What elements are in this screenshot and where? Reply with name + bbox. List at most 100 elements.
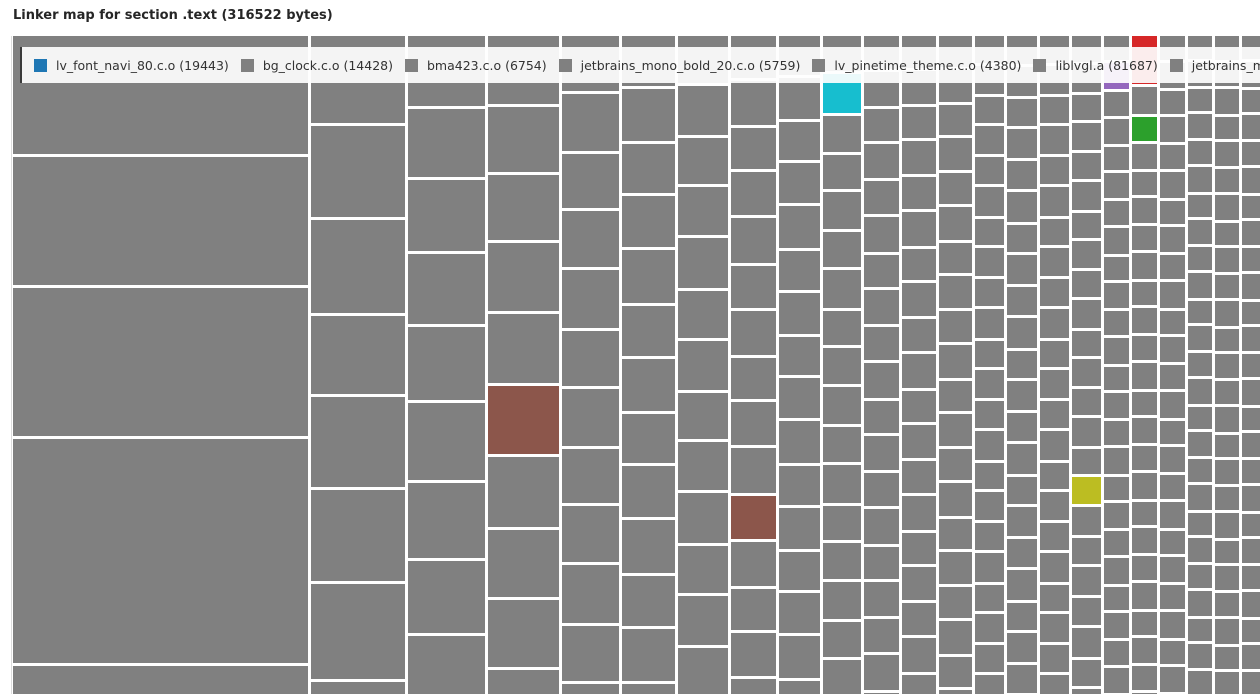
treemap-cell: [1132, 612, 1157, 635]
treemap-cell: [1007, 665, 1037, 693]
treemap-cell: [1104, 311, 1129, 335]
treemap-cell: [1132, 253, 1157, 279]
legend: lv_font_navi_80.c.o (19443) bg_clock.c.o …: [20, 47, 1260, 83]
treemap-cell: [488, 600, 559, 667]
treemap-cell: [562, 506, 619, 562]
treemap-cell: [1007, 225, 1037, 252]
treemap-cell: [408, 327, 485, 400]
treemap-cell: [975, 341, 1004, 367]
treemap-cell: [1040, 553, 1069, 582]
treemap-column: [823, 36, 861, 694]
legend-item: bg_clock.c.o (14428): [240, 57, 393, 73]
treemap-cell: [1242, 168, 1260, 193]
treemap-cell: [939, 276, 972, 308]
treemap-cell: [1160, 255, 1185, 279]
treemap-cell: [1040, 248, 1069, 276]
treemap-cell: [902, 533, 936, 564]
treemap-cell: [1072, 300, 1101, 328]
treemap-cell: [902, 425, 936, 458]
treemap-cell: [1160, 282, 1185, 308]
treemap-cell: [1160, 201, 1185, 224]
treemap-cell: [1072, 359, 1101, 386]
treemap-cell: [562, 389, 619, 446]
treemap-cell: [1007, 444, 1037, 474]
treemap-cell: [1188, 195, 1212, 217]
treemap-cell: [1160, 227, 1185, 252]
legend-label: bg_clock.c.o (14428): [262, 57, 393, 73]
treemap-cell: [975, 248, 1004, 276]
treemap-cell: [1160, 172, 1185, 198]
treemap-cell: [902, 603, 936, 635]
treemap-cell: [1132, 528, 1157, 553]
treemap-cell: [864, 655, 899, 690]
treemap-cell: [864, 363, 899, 398]
treemap-cell: [1007, 633, 1037, 662]
legend-swatch-icon: [240, 58, 254, 72]
treemap-cell: [1072, 567, 1101, 595]
treemap-cell: [939, 690, 972, 694]
treemap-cell: [1040, 157, 1069, 184]
treemap-cell: [311, 220, 405, 313]
legend-label: jetbrains_mono_bold_20.c.o (5759): [580, 57, 801, 73]
treemap-cell: [975, 219, 1004, 245]
treemap-cell: [408, 561, 485, 633]
treemap-cell: [1188, 379, 1212, 404]
treemap-cell: [1132, 556, 1157, 580]
treemap-cell: [939, 483, 972, 516]
treemap-cell: [1040, 401, 1069, 428]
treemap-cell: [939, 449, 972, 480]
treemap-cell: [1104, 641, 1129, 665]
treemap-cell: [1072, 628, 1101, 657]
treemap-cell: [823, 427, 861, 462]
treemap-cell: [864, 473, 899, 506]
treemap-cell: [1072, 123, 1101, 150]
treemap-cell: [1072, 153, 1101, 179]
treemap-cell: [1132, 308, 1157, 333]
treemap-column: [975, 36, 1004, 694]
treemap-cell: [1242, 142, 1260, 165]
treemap-cell: [1215, 487, 1239, 510]
treemap-cell: [1160, 557, 1185, 582]
treemap-cell: [311, 490, 405, 581]
treemap-cell: [1040, 309, 1069, 338]
treemap-cell: [779, 122, 820, 160]
treemap-cell: [1132, 87, 1157, 114]
treemap-cell: [1215, 142, 1239, 166]
treemap-cell: [562, 684, 619, 694]
treemap-cell: [1072, 271, 1101, 297]
treemap-cell: [823, 506, 861, 540]
treemap-cell: [1072, 213, 1101, 238]
treemap-cell: [902, 141, 936, 174]
treemap-cell: [1040, 97, 1069, 123]
treemap-cell: [678, 291, 728, 338]
treemap-cell: [1242, 380, 1260, 405]
treemap-cell: [1132, 144, 1157, 169]
treemap-cell: [1160, 612, 1185, 638]
treemap-cell: [1104, 558, 1129, 584]
treemap-cell: [902, 107, 936, 138]
treemap-cell: [1242, 327, 1260, 351]
treemap-column: [562, 36, 619, 694]
treemap-cell: [1188, 89, 1212, 111]
treemap-cell: [408, 180, 485, 251]
treemap-cell: [408, 109, 485, 177]
treemap-cell: [1007, 192, 1037, 222]
treemap-cell: [678, 648, 728, 694]
treemap-cell: [1188, 141, 1212, 164]
treemap-cell: [1104, 173, 1129, 198]
treemap-cell: [1104, 448, 1129, 474]
treemap-cell: [1104, 393, 1129, 418]
treemap-cell: [902, 249, 936, 280]
treemap-cell: [1007, 99, 1037, 126]
legend-item: lv_pinetime_theme.c.o (4380): [812, 58, 1021, 73]
treemap-cell: [731, 589, 776, 630]
treemap-cell: [975, 585, 1004, 611]
treemap-cell: [1072, 507, 1101, 535]
treemap-cell: [622, 306, 675, 356]
treemap-cell: [939, 105, 972, 135]
legend-item: lv_font_navi_80.c.o (19443): [34, 58, 229, 73]
treemap-cell: [1132, 282, 1157, 305]
treemap-cell: [1132, 117, 1157, 141]
treemap-cell: [678, 393, 728, 439]
treemap-cell: [1040, 431, 1069, 460]
